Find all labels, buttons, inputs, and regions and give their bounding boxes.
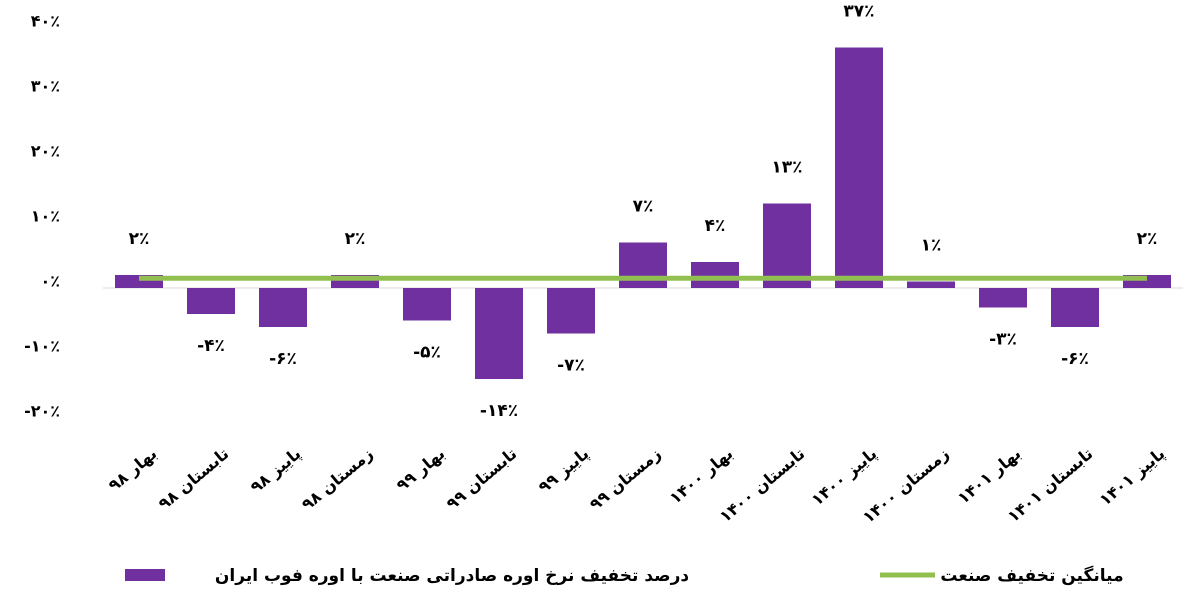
data-label: ۱۳٪: [771, 158, 802, 178]
bar: [907, 281, 955, 288]
bar: [835, 47, 883, 288]
data-label: -۱۴٪: [480, 401, 518, 421]
x-tick-label: پاییز ۹۹: [535, 444, 594, 498]
x-tick-label: بهار ۹۹: [393, 444, 449, 495]
data-label: ۲٪: [129, 229, 150, 249]
y-tick-label: -۲۰٪: [24, 402, 60, 421]
bar: [547, 288, 595, 334]
data-label: ۴٪: [705, 216, 726, 236]
x-tick-label: تابستان ۹۸: [155, 444, 233, 514]
data-label: -۵٪: [413, 343, 441, 363]
y-tick-label: ۳۰٪: [31, 77, 60, 96]
x-tick-label: پاییز ۱۴۰۱: [1096, 444, 1169, 510]
y-tick-label: ۴۰٪: [31, 12, 60, 31]
bar: [979, 288, 1027, 308]
data-label: -۶٪: [269, 349, 297, 369]
data-label: -۷٪: [557, 356, 585, 376]
data-label: -۴٪: [197, 336, 225, 356]
x-tick-label: بهار ۱۴۰۰: [666, 444, 737, 508]
y-tick-label: -۱۰٪: [24, 337, 60, 356]
y-tick-label: ۲۰٪: [31, 142, 60, 161]
bar: [475, 288, 523, 379]
data-label: ۳۷٪: [843, 2, 874, 22]
y-tick-label: ۰٪: [40, 272, 60, 291]
bar: [619, 242, 667, 288]
x-tick-label: پاییز ۹۸: [247, 444, 306, 498]
data-label: -۳٪: [989, 330, 1017, 350]
bar: [691, 262, 739, 288]
y-tick-label: ۱۰٪: [31, 207, 60, 226]
x-tick-label: زمستان ۹۸: [298, 444, 377, 514]
bar: [1051, 288, 1099, 327]
bar: [403, 288, 451, 321]
bar: [187, 288, 235, 314]
x-tick-label: تابستان ۹۹: [443, 444, 521, 514]
x-tick-label: پاییز ۱۴۰۰: [808, 444, 881, 510]
bar: [763, 203, 811, 288]
data-label: -۶٪: [1061, 349, 1089, 369]
legend-swatch: [125, 569, 165, 581]
bar: [259, 288, 307, 327]
x-tick-label: بهار ۹۸: [105, 444, 161, 495]
legend-label: میانگین تخفیف صنعت: [940, 565, 1123, 586]
x-tick-label: بهار ۱۴۰۱: [954, 444, 1025, 508]
x-tick-label: زمستان ۹۹: [586, 444, 665, 514]
legend-label: درصد تخفیف نرخ اوره صادراتی صنعت با اوره…: [215, 566, 689, 586]
data-label: ۱٪: [921, 236, 942, 256]
data-label: ۲٪: [1137, 229, 1158, 249]
data-label: ۲٪: [345, 229, 366, 249]
data-label: ۷٪: [633, 197, 654, 217]
